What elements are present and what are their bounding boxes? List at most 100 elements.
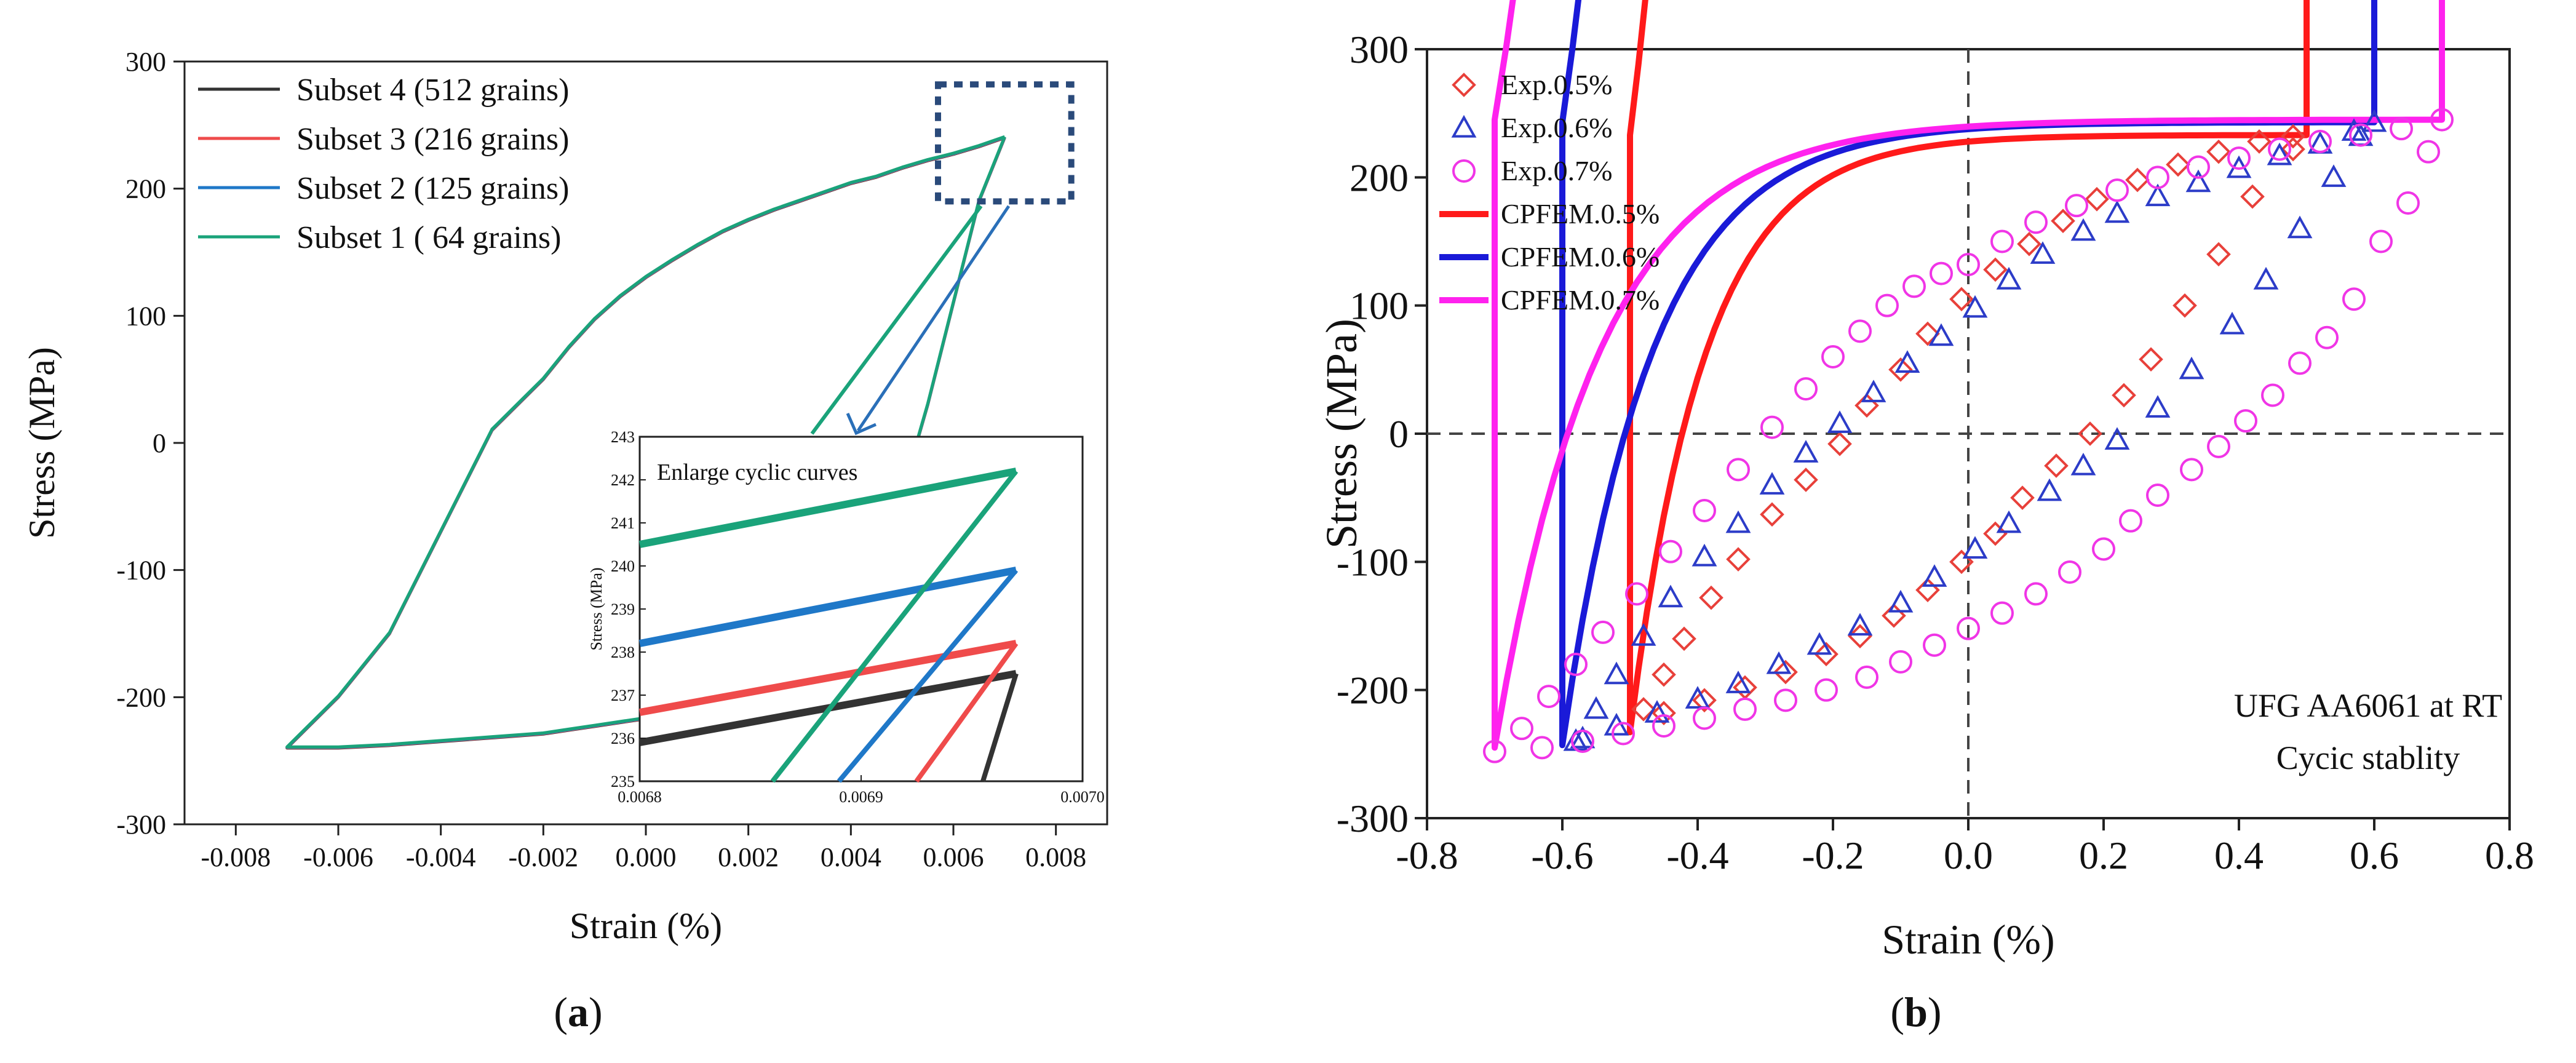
panel-b-point-circle [1815,678,1838,702]
panel-b-point-diamond [1814,642,1839,667]
panel-b-x-tick-label: 0.0 [1944,834,1993,877]
panel-b-point-triangle [1766,651,1792,674]
panel-b-point-circle [2058,560,2081,584]
panel-b-point-triangle [2145,183,2171,207]
panel-b-point-circle [1930,261,1953,285]
panel-b-y-tick-label: -300 [1337,797,1409,840]
panel-b-point-diamond [2125,167,2150,193]
panel-b-point-triangle [2253,266,2279,290]
panel-b-point-diamond [1915,321,1940,346]
panel-b-point-triangle [1644,700,1670,723]
panel-b-point-diamond [1760,502,1784,527]
panel-b-point-diamond [1827,431,1852,456]
panel-b-point-diamond [2206,139,2231,164]
panel-b-point-circle [1923,633,1946,657]
panel-b-point-circle [2342,287,2366,311]
panel-b-point-circle [2024,582,2048,606]
panel-a-zoom-arrow-green [810,205,983,435]
panel-b-point-circle [1571,730,1594,753]
panel-b-legend-label: CPFEM.0.5% [1501,198,1660,229]
panel-b-point-circle [1848,319,1872,343]
panel-b-point-circle [2315,325,2339,349]
panel-b-point-triangle [1996,510,2022,533]
panel-b-x-tick-label: 0.2 [2079,834,2128,877]
panel-b-point-diamond [1888,357,1913,382]
panel-b-point-triangle [1827,410,1853,433]
panel-a-legend-label: Subset 3 (216 grains) [296,122,569,157]
panel-b-point-triangle [2070,452,2096,476]
panel-b-point-circle [1821,345,1845,368]
panel-b-point-triangle [1861,380,1886,402]
panel-a-x-tick-label: 0.002 [718,842,779,872]
panel-a-x-tick-label: 0.008 [1025,842,1086,872]
panel-b-point-circle [2308,130,2332,153]
panel-b-chart: -0.8 -0.6 -0.4 -0.2 0.0 0.2 0.4 0.6 0.8 -300 -200… [1317,0,2534,963]
panel-a-chart: -0.008 -0.006 -0.004 -0.002 0.000 0.002 0.004 0… [22,47,1108,946]
inset-y-ticks: 235 236 237 238 239 240 241 242 243 [611,428,646,790]
panel-b-legend-label: CPFEM.0.6% [1501,241,1660,273]
panel-b-experimental-points [1483,108,2454,763]
panel-b-point-diamond [1983,257,2008,282]
panel-b-point-circle [2024,210,2048,234]
panel-b-point-diamond [1652,701,1676,725]
panel-b-point-triangle [1793,440,1819,463]
panel-b-point-triangle [1759,472,1785,495]
panel-b-point-circle [2146,484,2169,507]
panel-b-point-triangle [1604,712,1629,736]
panel-b-y-axis-label: Stress (MPa) [1317,319,1366,549]
panel-b-point-triangle [2219,311,2245,335]
panel-b-point-circle [2417,140,2440,164]
panel-b-x-tick-label: 0.6 [2350,834,2399,877]
inset-series-2-unload [914,642,1019,783]
inset-series-2-upper [638,640,1017,716]
panel-b-legend-marker [1452,159,1476,183]
panel-b-point-circle [2092,537,2115,561]
inset-y-tick-label: 237 [611,687,635,704]
inset-x-tick-label: 0.0069 [839,788,883,806]
panel-a-zoom-box [935,81,1075,205]
panel-b-point-circle [1990,601,2014,625]
panel-b-point-triangle [1604,661,1629,685]
inset-y-tick-label: 238 [611,643,635,661]
panel-a-x-tick-label: 0.006 [923,842,984,872]
panel-b-point-circle [1659,539,1682,563]
panel-b-legend-marker [1451,114,1477,138]
panel-a-y-tick-label: 100 [125,301,166,331]
panel-b-point-diamond [2112,383,2136,408]
panel-b-point-circle [1537,685,1560,709]
panel-b-point-circle [1727,458,1750,482]
panel-b-point-triangle [1962,536,1988,559]
panel-b-point-triangle [1583,696,1609,719]
panel-a-zoom-arrowhead [846,412,877,436]
inset-title: Enlarge cyclic curves [657,460,857,485]
panel-b-point-triangle [2226,155,2252,178]
panel-b-legend-marker [1452,73,1476,97]
panel-a-y-axis-label: Stress (MPa) [22,347,62,539]
panel-b-caption: (b) [1890,989,1941,1035]
inset-y-tick-label: 240 [611,557,635,575]
panel-b-point-circle [2207,434,2230,458]
panel-b-point-circle [2187,155,2210,179]
panel-b-point-circle [1889,650,1912,674]
panel-b-point-triangle [2030,241,2056,264]
panel-b-point-diamond [2051,209,2075,233]
panel-b-point-circle [2390,117,2413,141]
panel-b-point-triangle [2179,356,2204,380]
panel-b-point-circle [1760,415,1784,439]
inset-y-tick-label: 239 [611,600,635,618]
panel-b-point-diamond [1848,624,1872,648]
panel-b-point-diamond [2173,293,2197,318]
panel-b-point-diamond [1699,585,1723,610]
panel-b-point-triangle [1996,266,2022,290]
panel-b-point-diamond [2240,184,2265,209]
panel-b-point-circle [1957,616,1980,640]
panel-b-point-circle [1612,722,1635,746]
panel-b-y-tick-label: -100 [1337,540,1409,584]
inset-curves [638,468,1019,783]
panel-b-point-diamond [2166,152,2190,177]
panel-b-point-circle [1990,229,2014,253]
inset-y-axis-label: Stress (MPa) [587,567,605,650]
inset-y-tick-label: 242 [611,471,635,489]
inset-series-4-upper [638,468,1017,548]
panel-b-y-tick-label: 200 [1350,156,1409,199]
